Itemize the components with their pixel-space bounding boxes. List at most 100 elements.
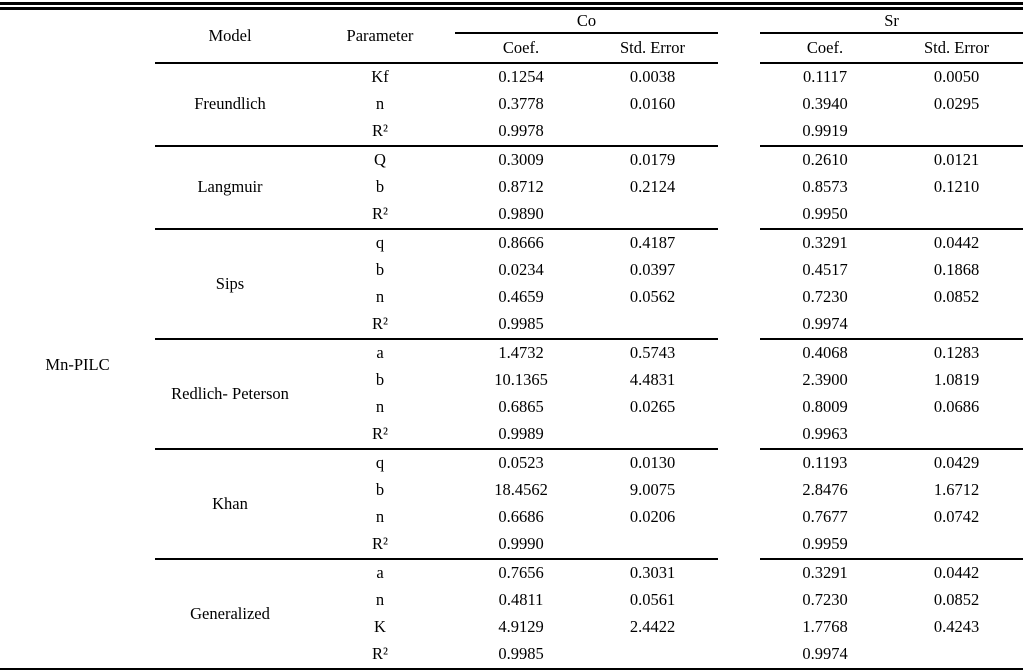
- header-co-std-error: Std. Error: [587, 33, 719, 64]
- sr-coef-cell: 2.8476: [802, 480, 848, 500]
- co-std-error-cell: 0.3031: [629, 563, 676, 583]
- sr-coef-cell: 0.7230: [802, 590, 848, 610]
- co-std-error-cell: [587, 531, 719, 560]
- column-gap: [718, 63, 760, 670]
- sr-coef-cell: 0.7677: [802, 507, 848, 527]
- co-coef-cell: 0.0234: [498, 260, 544, 280]
- co-coef-cell: 4.9129: [498, 617, 544, 637]
- table-row: n 0.4659 0.0562 0.7230 0.0852: [0, 284, 1023, 311]
- sr-std-error-cell: 1.6712: [933, 480, 980, 500]
- parameter-cell: R²: [305, 421, 455, 450]
- co-std-error-cell: 0.2124: [629, 177, 676, 197]
- co-std-error-cell: [587, 641, 718, 670]
- co-coef-cell: 0.9989: [455, 421, 587, 450]
- table-row: R² 0.9985 0.9974: [0, 311, 1023, 340]
- sr-coef-cell: 0.8009: [802, 397, 848, 417]
- table-row: n 0.6865 0.0265 0.8009 0.0686: [0, 394, 1023, 421]
- co-std-error-cell: 0.0265: [629, 397, 676, 417]
- header-parameter: Parameter: [305, 6, 455, 64]
- parameter-cell: b: [375, 260, 385, 280]
- table-row: b 0.8712 0.2124 0.8573 0.1210: [0, 174, 1023, 201]
- sr-coef-cell: 0.7230: [802, 287, 848, 307]
- parameter-cell: q: [375, 453, 385, 473]
- co-std-error-cell: 0.0397: [629, 260, 676, 280]
- co-std-error-cell: [587, 421, 719, 450]
- co-coef-cell: 0.9990: [455, 531, 587, 560]
- sr-std-error-cell: [890, 118, 1023, 147]
- header-sr-coef: Coef.: [760, 33, 891, 64]
- parameter-cell: R²: [372, 644, 388, 664]
- table-row: R² 0.9989 0.9963: [0, 421, 1023, 450]
- table-row: K 4.9129 2.4422 1.7768 0.4243: [0, 614, 1023, 641]
- parameter-cell: n: [375, 507, 385, 527]
- parameter-cell: Q: [374, 150, 386, 170]
- parameter-cell: R²: [305, 311, 455, 340]
- sr-std-error-cell: 0.0121: [933, 150, 980, 170]
- table-row: Mn-PILC Freundlich Kf 0.1254 0.0038 0.11…: [0, 63, 1023, 374]
- sr-coef-cell: 0.4517: [802, 260, 848, 280]
- co-coef-cell: 0.7656: [498, 563, 544, 583]
- co-coef-cell: 0.6865: [498, 397, 544, 417]
- header-sample-blank: [0, 6, 155, 63]
- sr-coef-cell: 0.9959: [760, 531, 891, 560]
- table-row: Redlich- Peterson a 1.4732 0.5743 0.4068…: [0, 339, 1023, 450]
- co-std-error-cell: [587, 311, 719, 340]
- sr-std-error-cell: 0.1868: [933, 260, 980, 280]
- co-std-error-cell: 0.0130: [629, 453, 676, 473]
- sr-std-error-cell: [890, 201, 1023, 230]
- co-std-error-cell: 0.0038: [629, 67, 676, 87]
- header-row-groups: Model Parameter Co Sr: [0, 6, 1023, 64]
- parameter-cell: b: [375, 177, 385, 197]
- header-sr-std-error: Std. Error: [890, 33, 1023, 64]
- co-std-error-cell: 0.5743: [629, 343, 676, 363]
- table-row: R² 0.9978 0.9919: [0, 118, 1023, 147]
- co-std-error-cell: 9.0075: [629, 480, 676, 500]
- header-gap: [718, 6, 760, 63]
- co-coef-cell: 0.9985: [455, 311, 587, 340]
- sr-std-error-cell: [890, 531, 1023, 560]
- parameter-cell: n: [375, 590, 385, 610]
- parameter-cell: R²: [305, 201, 455, 230]
- sr-std-error-cell: 0.0742: [933, 507, 980, 527]
- sr-std-error-cell: 0.0852: [933, 590, 980, 610]
- parameter-cell: a: [376, 563, 384, 583]
- sr-std-error-cell: 0.1210: [933, 177, 980, 197]
- table-row: Sips q 0.8666 0.4187 0.3291 0.0442: [0, 229, 1023, 340]
- sr-std-error-cell: 1.0819: [933, 370, 980, 390]
- sr-std-error-cell: 0.0442: [933, 233, 980, 253]
- sr-coef-cell: 0.9963: [760, 421, 891, 450]
- header-model: Model: [155, 6, 305, 64]
- parameter-cell: K: [374, 617, 386, 637]
- parameter-cell: R²: [305, 531, 455, 560]
- co-std-error-cell: 0.0179: [629, 150, 676, 170]
- sr-coef-cell: 0.1117: [802, 67, 848, 87]
- table-row: R² 0.9990 0.9959: [0, 531, 1023, 560]
- co-coef-cell: 0.0523: [498, 453, 544, 473]
- co-coef-cell: 1.4732: [498, 343, 544, 363]
- co-coef-cell: 0.8666: [498, 233, 544, 253]
- co-coef-cell: 0.4659: [498, 287, 544, 307]
- table-row: Generalized a 0.7656 0.3031 0.3291 0.044…: [0, 559, 1023, 623]
- co-coef-cell: 18.4562: [494, 480, 548, 500]
- header-group-sr: Sr: [760, 6, 1023, 34]
- header-row-sub: Coef. Std. Error Coef. Std. Error: [0, 33, 1023, 64]
- sr-std-error-cell: 0.0852: [933, 287, 980, 307]
- sr-coef-cell: 0.3291: [802, 233, 848, 253]
- table-row: Langmuir Q 0.3009 0.0179 0.2610 0.0121: [0, 146, 1023, 230]
- co-std-error-cell: 2.4422: [629, 617, 676, 637]
- co-coef-cell: 0.9985: [498, 644, 544, 664]
- sr-std-error-cell: [890, 311, 1023, 340]
- co-std-error-cell: 0.4187: [629, 233, 676, 253]
- co-std-error-cell: 0.0562: [629, 287, 676, 307]
- model-cell: Langmuir: [155, 146, 305, 230]
- co-coef-cell: 0.4811: [498, 590, 544, 610]
- sr-std-error-cell: [890, 421, 1023, 450]
- table-row: n 0.6686 0.0206 0.7677 0.0742: [0, 504, 1023, 531]
- sr-coef-cell: 0.8573: [802, 177, 848, 197]
- table-row: n 0.4811 0.0561 0.7230 0.0852: [0, 587, 1023, 614]
- sr-std-error-cell: 0.0686: [933, 397, 980, 417]
- table-row: n 0.3778 0.0160 0.3940 0.0295: [0, 91, 1023, 118]
- sr-coef-cell: 0.9950: [760, 201, 891, 230]
- sr-coef-cell: 0.9974: [802, 644, 848, 664]
